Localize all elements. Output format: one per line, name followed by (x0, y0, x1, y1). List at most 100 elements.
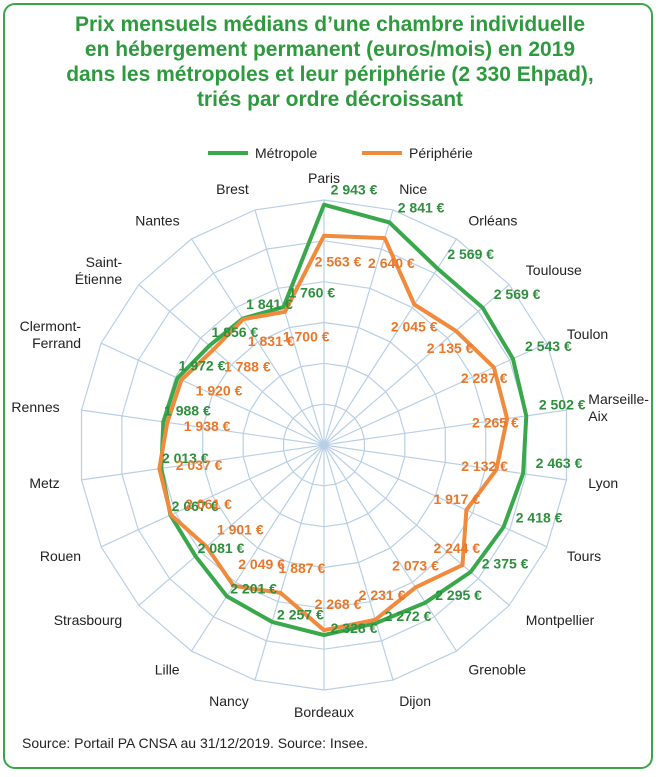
value-label-peripherie-10: 2 231 € (359, 587, 406, 603)
category-label-20: Nantes (135, 212, 179, 228)
value-label-metropole-20: 1 841 € (246, 296, 293, 312)
legend-label-peripherie: Périphérie (409, 145, 473, 161)
grid-spoke (323, 342, 548, 446)
grid-spoke (138, 444, 325, 606)
value-label-peripherie-9: 2 073 € (392, 558, 439, 574)
value-label-peripherie-15: 2 061 € (185, 496, 232, 512)
value-label-metropole-5: 2 502 € (539, 396, 586, 412)
value-label-peripherie-17: 1 938 € (184, 418, 231, 434)
value-label-peripherie-13: 2 049 € (238, 556, 285, 572)
grid-spoke (323, 444, 510, 606)
value-label-metropole-1: 2 841 € (398, 200, 445, 216)
value-label-peripherie-19: 1 788 € (224, 358, 271, 374)
grid-spoke (323, 444, 394, 681)
category-label-15: Rouen (40, 548, 81, 564)
category-label-11: Bordeaux (294, 704, 354, 720)
category-label-18: Clermont-Ferrand (20, 318, 82, 351)
value-label-metropole-9: 2 295 € (435, 587, 482, 603)
value-label-peripherie-14: 1 901 € (217, 522, 264, 538)
category-label-1: Nice (399, 181, 427, 197)
value-label-metropole-0: 2 943 € (331, 182, 378, 198)
category-label-21: Brest (216, 181, 249, 197)
value-label-metropole-12: 2 257 € (277, 607, 324, 623)
category-label-4: Toulon (567, 326, 608, 342)
title-line-3: dans les métropoles et leur périphérie (… (66, 63, 594, 86)
category-label-7: Tours (567, 548, 601, 564)
category-label-5: Marseille-Aix (588, 391, 649, 424)
value-label-peripherie-0: 2 563 € (315, 254, 362, 270)
value-label-metropole-6: 2 463 € (536, 455, 583, 471)
grid-spoke (100, 342, 325, 446)
series-line-peripherie (157, 233, 510, 633)
grid-spoke (138, 284, 325, 446)
value-label-metropole-21: 1 760 € (288, 284, 335, 300)
category-label-10: Dijon (399, 693, 431, 709)
value-label-metropole-7: 2 418 € (516, 510, 563, 526)
category-label-8: Montpellier (526, 612, 595, 628)
value-label-peripherie-12: 1 887 € (279, 560, 326, 576)
grid-spoke (254, 209, 325, 446)
value-label-peripherie-3: 2 135 € (427, 340, 474, 356)
value-label-peripherie-20: 1 831 € (248, 333, 295, 349)
value-label-metropole-8: 2 375 € (482, 556, 529, 572)
value-label-peripherie-4: 2 287 € (461, 370, 508, 386)
grid-spoke (190, 238, 325, 446)
category-label-0: Paris (308, 170, 340, 186)
category-labels: Paris Nice Orléans Toulouse Toulon Marseille-… (11, 170, 649, 720)
title-line-2: en hébergement permanent (euros/mois) en… (84, 38, 576, 61)
value-label-peripherie-5: 2 265 € (472, 414, 519, 430)
series-line-metropole (159, 202, 529, 638)
category-label-6: Lyon (588, 475, 618, 491)
title-line-1: Prix mensuels médians d’une chambre indi… (75, 13, 585, 36)
value-label-metropole-19: 1 856 € (212, 324, 259, 340)
source-note: Source: Portail PA CNSA au 31/12/2019. S… (22, 735, 369, 751)
legend-label-metropole: Métropole (255, 145, 317, 161)
grid-spoke (81, 409, 325, 446)
value-label-metropole-17: 1 988 € (164, 402, 211, 418)
title-line-4: triés par ordre décroissant (196, 88, 464, 111)
grid-spoke (323, 444, 458, 652)
chart-title: Prix mensuels médians d’une chambre indi… (20, 12, 640, 112)
value-label-peripherie-2: 2 045 € (391, 318, 438, 334)
category-label-9: Grenoble (468, 662, 526, 678)
grid-spoke (190, 444, 325, 652)
category-label-14: Strasbourg (54, 612, 122, 628)
series-lines (157, 202, 529, 638)
grid-spoke (323, 444, 567, 481)
value-label-metropole-10: 2 272 € (385, 608, 432, 624)
grid-spoke (323, 444, 548, 548)
category-label-2: Orléans (468, 212, 517, 228)
grid-spoke (323, 209, 394, 446)
value-label-peripherie-16: 2 037 € (176, 457, 223, 473)
value-label-peripherie-8: 2 244 € (433, 540, 480, 556)
value-label-peripherie-7: 1 917 € (433, 491, 480, 507)
radar-grid (80, 199, 568, 691)
chart-frame (3, 3, 653, 769)
category-label-13: Lille (155, 662, 180, 678)
value-label-peripherie-6: 2 132 € (461, 458, 508, 474)
value-label-metropole-3: 2 569 € (494, 286, 541, 302)
category-label-17: Rennes (11, 399, 59, 415)
grid-spoke (254, 444, 325, 681)
value-label-peripherie-21: 1 700 € (283, 329, 330, 345)
value-label-metropole-2: 2 569 € (447, 246, 494, 262)
grid-spoke (100, 444, 325, 548)
value-labels: 2 943 € 2 841 € 2 569 € 2 569 € 2 543 € 2 502… (162, 182, 586, 636)
grid-spoke (81, 444, 325, 481)
value-label-metropole-4: 2 543 € (525, 338, 572, 354)
value-label-metropole-11: 2 328 € (331, 620, 378, 636)
value-label-metropole-13: 2 201 € (230, 581, 277, 597)
value-label-peripherie-18: 1 920 € (196, 383, 243, 399)
category-label-19: Saint-Étienne (75, 254, 123, 287)
value-label-metropole-16: 2 013 € (162, 450, 209, 466)
category-label-16: Metz (29, 475, 59, 491)
category-label-12: Nancy (209, 693, 249, 709)
legend: Métropole Périphérie (208, 145, 473, 161)
value-label-peripherie-11: 2 268 € (315, 596, 362, 612)
value-label-peripherie-1: 2 640 € (368, 255, 415, 271)
category-label-3: Toulouse (526, 262, 582, 278)
value-label-metropole-18: 1 972 € (179, 357, 226, 373)
value-label-metropole-14: 2 081 € (198, 540, 245, 556)
grid-spoke (323, 238, 458, 446)
